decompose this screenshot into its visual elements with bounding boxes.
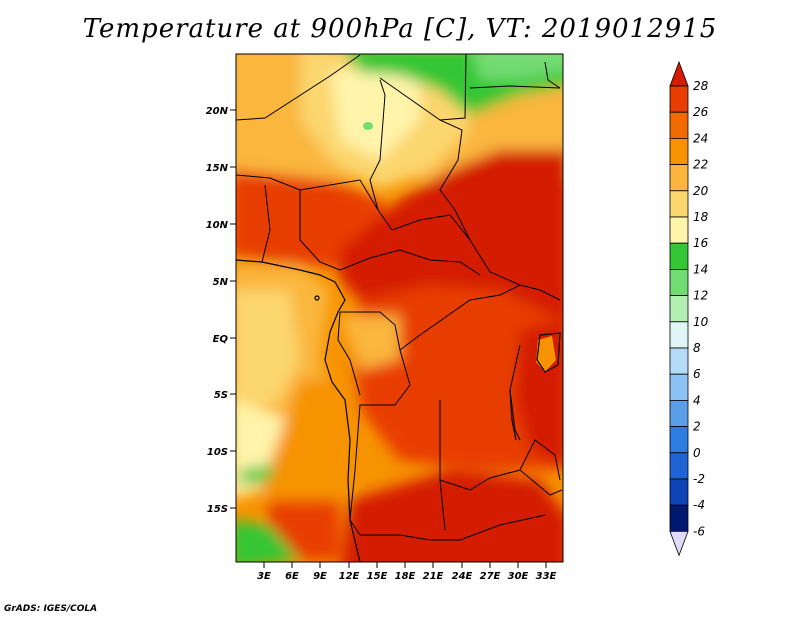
colorbar-label: 2 <box>693 420 701 434</box>
lon-tick-label: 30E <box>508 571 529 582</box>
colorbar-swatch <box>669 242 689 270</box>
colorbar-label: -4 <box>693 498 705 512</box>
lon-tick-label: 3E <box>257 571 271 582</box>
colorbar-swatch <box>669 137 689 165</box>
lon-tick-label: 18E <box>395 571 416 582</box>
lon-tick-label: 12E <box>339 571 360 582</box>
colorbar-label: 24 <box>693 131 708 145</box>
colorbar-label: 26 <box>693 105 709 119</box>
colorbar-swatch <box>669 531 689 557</box>
colorbar-swatch <box>669 60 689 87</box>
colorbar-swatch <box>669 111 689 139</box>
lat-tick-labels: 20N 15N 10N 5N EQ 5S 10S 15S <box>206 106 229 515</box>
colorbar-swatch <box>669 216 689 244</box>
colorbar-swatch <box>669 190 689 218</box>
colorbar-label: 8 <box>693 341 701 355</box>
colorbar-label: 16 <box>693 236 709 250</box>
lat-tick-label: 10S <box>207 447 228 458</box>
lon-tick-label: 6E <box>285 571 299 582</box>
lon-ticks <box>263 562 547 568</box>
lon-tick-label: 24E <box>452 571 473 582</box>
lon-tick-labels: 3E 6E 9E 12E 15E 18E 21E 24E 27E 30E 33E <box>257 571 556 582</box>
map-frame <box>235 53 564 563</box>
lat-tick-label: 5S <box>214 390 228 401</box>
colorbar-label: -2 <box>693 472 705 486</box>
lon-tick-label: 15E <box>367 571 388 582</box>
colorbar-label: 4 <box>693 393 701 407</box>
colorbar-label: 18 <box>693 210 709 224</box>
colorbar-label: 14 <box>693 262 708 276</box>
lat-tick-label: 15N <box>206 163 229 174</box>
lon-tick-label: 9E <box>313 571 327 582</box>
lat-tick-label: 5N <box>213 277 229 288</box>
colorbar-swatch <box>669 321 689 349</box>
page-title: Temperature at 900hPa [C], VT: 201901291… <box>82 14 718 44</box>
colorbar-label: 12 <box>693 289 708 303</box>
credit-label: GrADS: IGES/COLA <box>4 604 98 614</box>
colorbar-label: -6 <box>693 524 705 538</box>
country-borders <box>236 54 563 541</box>
temperature-field <box>236 54 563 562</box>
colorbar-swatch <box>669 295 689 323</box>
colorbar-swatch <box>669 268 689 296</box>
colorbar-swatch <box>669 347 689 375</box>
lon-tick-label: 27E <box>480 571 501 582</box>
lon-tick-label: 21E <box>423 571 444 582</box>
colorbar-swatch <box>669 426 689 454</box>
colorbar-swatch <box>669 373 689 401</box>
colorbar-swatch <box>669 452 689 480</box>
lat-ticks <box>230 109 236 509</box>
colorbar-swatch <box>669 399 689 427</box>
lon-tick-label: 33E <box>536 571 557 582</box>
colorbar-label: 6 <box>693 367 701 381</box>
colorbar-swatch <box>669 164 689 192</box>
colorbar-swatch <box>669 504 689 532</box>
coastlines <box>236 259 561 562</box>
colorbar-label: 22 <box>693 158 708 172</box>
lat-tick-label: 10N <box>206 220 229 231</box>
lat-tick-label: 15S <box>207 504 228 515</box>
lat-tick-label: 20N <box>206 106 229 117</box>
lat-tick-label: EQ <box>213 334 229 345</box>
colorbar-swatch <box>669 478 689 506</box>
colorbar-label: 0 <box>693 446 701 460</box>
colorbar-swatch <box>669 85 689 113</box>
colorbar-label: 28 <box>693 79 709 93</box>
colorbar-label: 10 <box>693 315 709 329</box>
colorbar-label: 20 <box>693 184 709 198</box>
